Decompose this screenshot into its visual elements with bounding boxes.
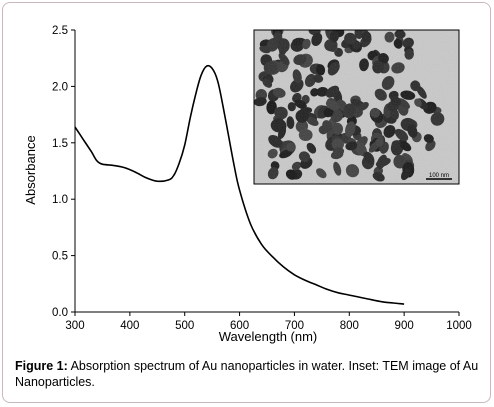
caption-text: Absorption spectrum of Au nanoparticles …: [15, 359, 479, 389]
x-tick-label: 700: [285, 320, 304, 332]
caption-label: Figure 1:: [15, 359, 68, 373]
y-tick-label: 0.0: [52, 307, 68, 319]
figure-caption: Figure 1: Absorption spectrum of Au nano…: [15, 358, 480, 390]
x-tick-label: 300: [65, 320, 84, 332]
scale-bar-label: 100 nm: [429, 173, 449, 179]
y-axis-title: Absorbance: [23, 135, 38, 204]
plot-axes: [74, 30, 459, 313]
tem-inset-image: 100 nm: [253, 29, 460, 185]
x-tick-label: 1000: [446, 320, 472, 332]
y-tick-label: 1.0: [52, 194, 68, 206]
absorbance-chart: 100 nm 300 400 500 600 700 800 900 1000 0.0 0.5 1.…: [23, 25, 472, 344]
y-tick-label: 1.5: [52, 138, 68, 150]
x-tick-label: 600: [230, 320, 249, 332]
y-tick-label: 0.5: [52, 251, 68, 263]
x-axis-title: Wavelength (nm): [219, 329, 318, 344]
y-tick-label: 2.5: [52, 25, 68, 37]
y-tick-label: 2.0: [52, 81, 68, 93]
x-tick-label: 900: [395, 320, 414, 332]
x-tick-label: 500: [175, 320, 194, 332]
x-tick-label: 400: [120, 320, 139, 332]
absorbance-curve: [74, 64, 405, 305]
x-tick-label: 800: [340, 320, 359, 332]
